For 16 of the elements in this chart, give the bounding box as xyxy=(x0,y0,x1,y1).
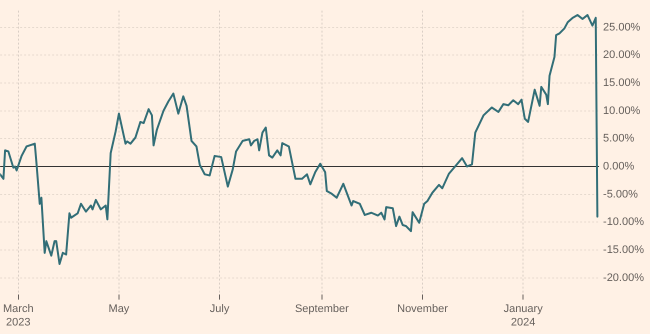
x-tick-label: May xyxy=(108,303,130,316)
y-tick-label: 15.00% xyxy=(603,77,641,90)
y-tick-label: 5.00% xyxy=(603,132,634,145)
y-tick-label: 10.00% xyxy=(603,104,641,117)
x-tick-label: January 2024 xyxy=(504,303,544,328)
y-tick-label: 25.00% xyxy=(603,21,641,34)
x-tick-label: September xyxy=(294,303,350,316)
y-tick-label: -5.00% xyxy=(603,188,638,200)
y-tick-label: 20.00% xyxy=(603,49,641,62)
y-tick-label: 0.00% xyxy=(603,160,634,173)
x-tick-label: March 2023 xyxy=(3,303,34,328)
x-tick-label: July xyxy=(210,303,230,316)
y-tick-label: -15.00% xyxy=(603,244,644,256)
y-tick-label: -20.00% xyxy=(603,272,644,284)
y-tick-label: -10.00% xyxy=(603,216,644,228)
x-tick-label: November xyxy=(397,303,448,316)
